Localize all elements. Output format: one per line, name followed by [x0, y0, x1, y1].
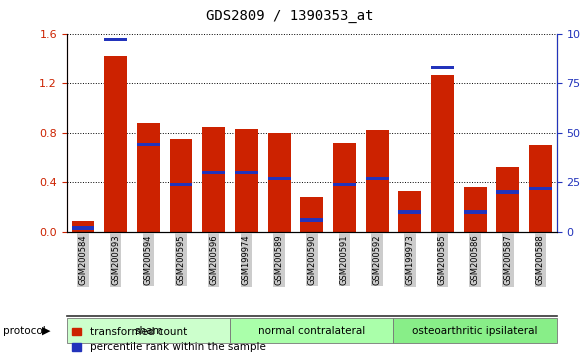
Text: sham: sham	[134, 326, 163, 336]
Bar	[431, 75, 454, 232]
Text: GDS2809 / 1390353_at: GDS2809 / 1390353_at	[206, 9, 374, 23]
Bar	[300, 197, 323, 232]
Bar	[71, 221, 95, 232]
Bar	[267, 133, 291, 232]
Text: ▶: ▶	[42, 326, 50, 336]
Text: GSM200584: GSM200584	[78, 235, 88, 285]
Bar	[365, 130, 389, 232]
Bar	[333, 143, 356, 232]
Text: GSM200590: GSM200590	[307, 235, 316, 285]
Text: protocol: protocol	[3, 326, 46, 336]
Bar	[398, 191, 421, 232]
Bar	[300, 218, 323, 222]
Bar	[431, 65, 454, 69]
Bar	[235, 129, 258, 232]
Bar	[496, 190, 519, 194]
Text: GSM200586: GSM200586	[470, 235, 480, 285]
Bar	[202, 171, 225, 174]
Bar	[235, 171, 258, 174]
Bar	[137, 143, 160, 147]
Text: GSM200595: GSM200595	[176, 235, 186, 285]
Bar	[104, 38, 127, 41]
Text: GSM200591: GSM200591	[340, 235, 349, 285]
Text: GSM200593: GSM200593	[111, 235, 120, 285]
Bar	[137, 123, 160, 232]
Text: GSM200594: GSM200594	[144, 235, 153, 285]
Bar	[463, 187, 487, 232]
Legend: transformed count, percentile rank within the sample: transformed count, percentile rank withi…	[72, 327, 266, 352]
Text: GSM199974: GSM199974	[242, 235, 251, 285]
Text: GSM200585: GSM200585	[438, 235, 447, 285]
Text: GSM200587: GSM200587	[503, 235, 512, 285]
Text: GSM200592: GSM200592	[372, 235, 382, 285]
Bar	[202, 127, 225, 232]
Bar	[529, 187, 552, 190]
Text: GSM200588: GSM200588	[536, 235, 545, 285]
Bar	[463, 210, 487, 214]
Bar	[529, 145, 552, 232]
Bar	[398, 210, 421, 214]
Bar	[333, 183, 356, 186]
Bar	[267, 177, 291, 180]
Text: GSM200596: GSM200596	[209, 235, 218, 285]
Text: GSM199973: GSM199973	[405, 235, 414, 285]
Text: GSM200589: GSM200589	[274, 235, 284, 285]
Bar	[71, 226, 95, 230]
Bar	[365, 177, 389, 180]
Bar	[496, 167, 519, 232]
Bar	[104, 56, 127, 232]
Bar	[169, 183, 193, 186]
Bar	[169, 139, 193, 232]
Text: osteoarthritic ipsilateral: osteoarthritic ipsilateral	[412, 326, 538, 336]
Text: normal contralateral: normal contralateral	[258, 326, 365, 336]
